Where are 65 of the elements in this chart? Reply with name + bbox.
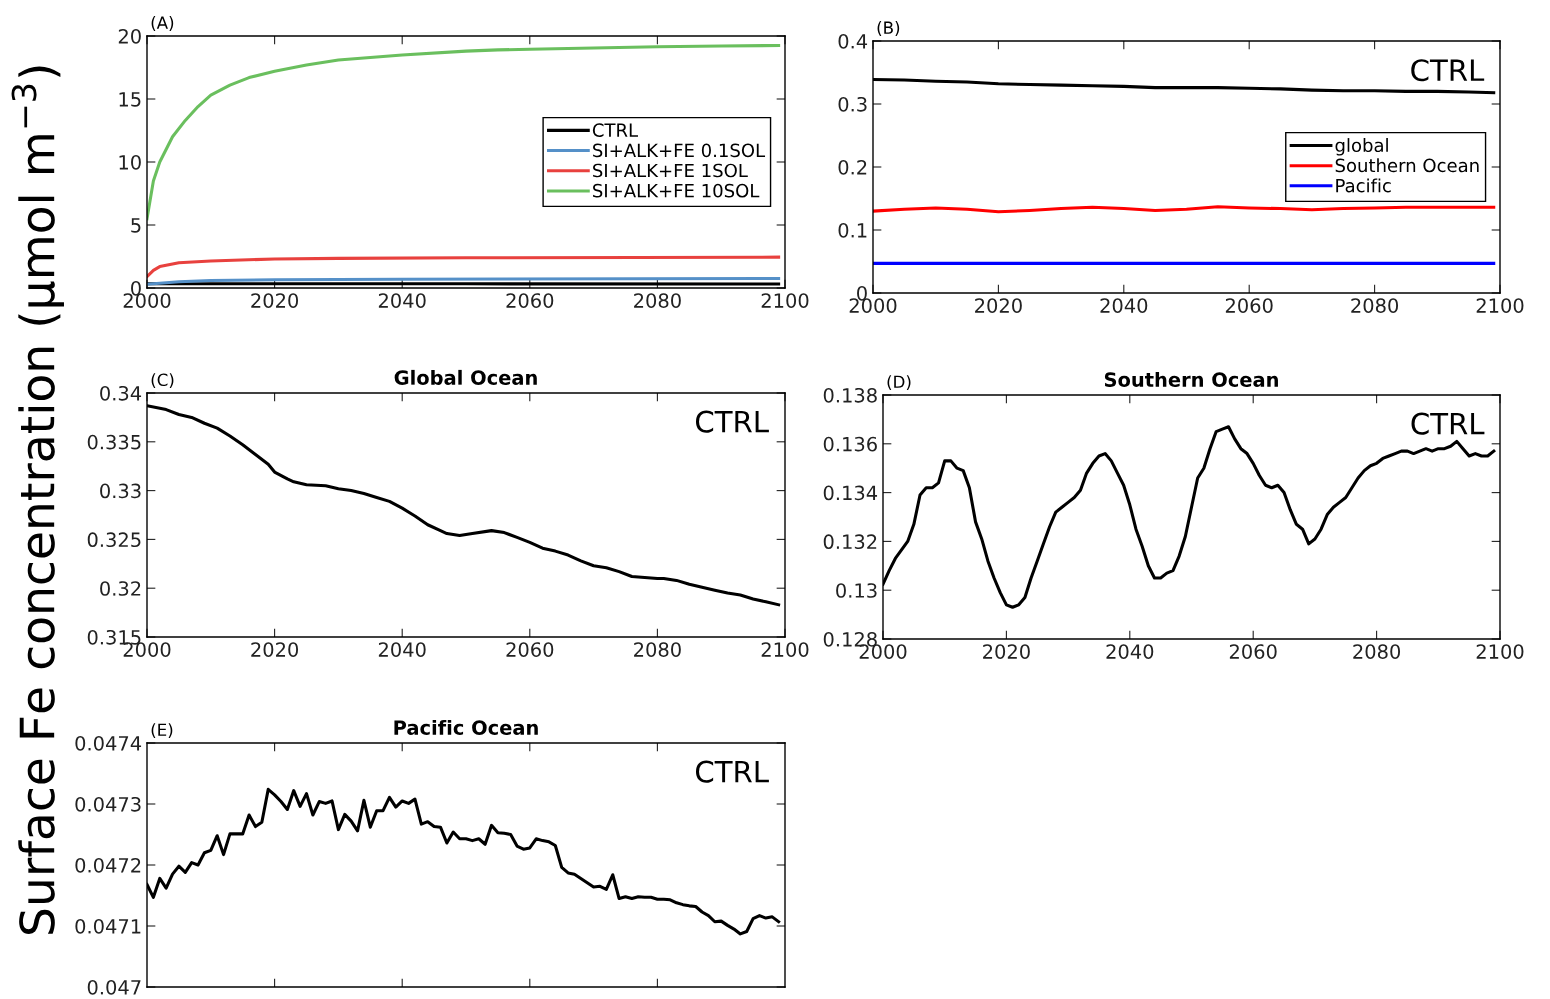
y-tick-label: 0.0472 [75, 857, 141, 873]
x-tick-label: 2100 [1476, 644, 1524, 659]
text: (A) [151, 16, 174, 31]
y-axis-title: Surface Fe concentration (μmol m$^{−3}$) [11, 66, 64, 934]
y-tick-label: 0.4 [838, 33, 868, 49]
text: (D) [887, 375, 911, 391]
annotation: CTRL [695, 760, 769, 783]
x-tick-label: 2040 [378, 642, 426, 657]
y-tick-label: 0.34 [100, 385, 142, 401]
x-tick-label: 2040 [378, 293, 426, 308]
legend-label: global [1335, 138, 1388, 156]
x-tick-label: 2060 [1225, 298, 1273, 313]
y-tick-label: 0.335 [87, 434, 141, 450]
x-tick-label: 2100 [1476, 298, 1524, 313]
text: (C) [151, 373, 174, 389]
y-tick-label: 0.1 [838, 222, 867, 238]
legend-label: Pacific [1336, 178, 1391, 193]
legend-label: SI+ALK+FE 0.1SOL [593, 143, 766, 158]
x-tick-label: 2020 [251, 293, 299, 308]
y-tick-label: 0.3 [838, 96, 867, 112]
legend-label: SI+ALK+FE 10SOL [593, 183, 760, 198]
text: (E) [151, 723, 173, 739]
chart-title: Southern Ocean [1104, 371, 1278, 387]
y-tick-label: 0.0474 [75, 735, 142, 751]
x-tick-label: 2080 [634, 642, 681, 657]
chart-title: Global Ocean [394, 369, 537, 385]
y-tick-label: 0.134 [823, 485, 878, 501]
y-tick-label: 0.13 [836, 583, 877, 598]
y-tick-label: 0.325 [87, 532, 141, 548]
y-tick-label: 5 [131, 218, 141, 233]
x-tick-label: 2040 [1100, 298, 1148, 313]
y-tick-label: 10 [119, 154, 141, 170]
x-tick-label: 2060 [506, 642, 554, 657]
annotation: CTRL [1411, 59, 1485, 82]
x-tick-label: 2080 [1353, 644, 1401, 659]
legend-label: SI+ALK+FE 1SOL [593, 163, 748, 178]
y-tick-label: 0.132 [823, 534, 877, 550]
y-tick-label: 0.2 [838, 159, 867, 175]
chart-title: Pacific Ocean [394, 719, 538, 735]
line-series [147, 43, 781, 221]
x-tick-label: 2020 [975, 298, 1022, 313]
y-tick-label: 0.0471 [75, 918, 141, 934]
x-tick-label: 2080 [1351, 298, 1399, 313]
x-tick-label: 2060 [506, 293, 554, 308]
y-tick-label: 0.138 [823, 387, 877, 403]
x-tick-label: 2100 [761, 293, 809, 308]
legend-label: CTRL [592, 123, 638, 137]
annotation: CTRL [695, 410, 769, 433]
annotation: CTRL [1411, 412, 1485, 435]
legend-label: Southern Ocean [1335, 158, 1479, 173]
y-tick-label: 0.32 [100, 581, 141, 596]
x-tick-label: 2020 [251, 642, 299, 657]
y-tick-label: 0.33 [100, 483, 141, 499]
y-tick-label: 15 [119, 92, 141, 107]
x-tick-label: 2060 [1229, 644, 1277, 659]
y-tick-label: 0.047 [87, 979, 141, 995]
x-tick-label: 2080 [634, 293, 681, 308]
y-tick-label: 0.0473 [75, 796, 141, 812]
x-tick-label: 2020 [983, 644, 1030, 659]
y-tick-label: 0.136 [823, 436, 877, 452]
x-tick-label: 2100 [761, 642, 809, 657]
x-tick-label: 2040 [1106, 644, 1154, 659]
y-tick-label: 20 [118, 28, 141, 44]
text: (B) [877, 21, 900, 36]
line-series [147, 255, 781, 279]
